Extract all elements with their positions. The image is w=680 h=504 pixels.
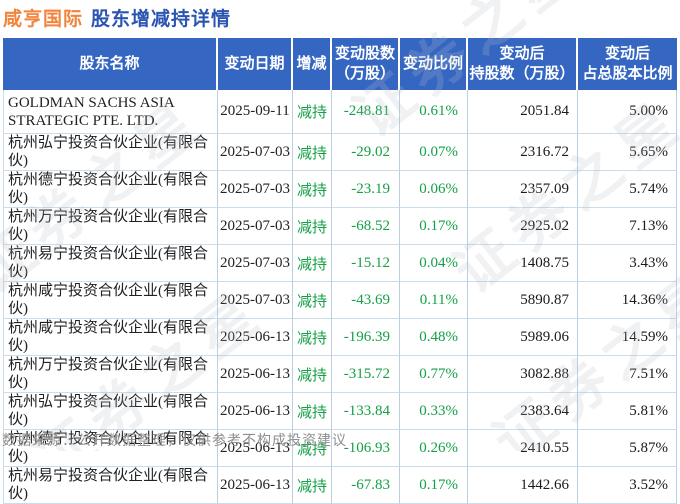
shareholder-name: 杭州万宁投资合伙企业(有限合伙) <box>3 208 218 245</box>
shareholder-name: 杭州万宁投资合伙企业(有限合伙) <box>3 356 218 393</box>
change-ratio: 0.04% <box>400 245 468 282</box>
change-ratio: 0.11% <box>400 282 468 319</box>
shares-after: 2383.64 <box>468 393 578 430</box>
table-row: 杭州咸宁投资合伙企业(有限合伙) 2025-06-13 减持 -196.39 0… <box>3 319 677 356</box>
table-row: 杭州弘宁投资合伙企业(有限合伙) 2025-06-13 减持 -133.84 0… <box>3 393 677 430</box>
shareholder-name: 杭州咸宁投资合伙企业(有限合伙) <box>3 282 218 319</box>
change-shares: -248.81 <box>332 90 400 134</box>
change-shares: -133.84 <box>332 393 400 430</box>
shares-after: 5890.87 <box>468 282 578 319</box>
change-shares: -43.69 <box>332 282 400 319</box>
change-date: 2025-07-03 <box>218 171 293 208</box>
pct-after: 3.43% <box>578 245 677 282</box>
change-date: 2025-07-03 <box>218 282 293 319</box>
col-header-change-date: 变动日期 <box>218 38 293 90</box>
table-row: 杭州万宁投资合伙企业(有限合伙) 2025-07-03 减持 -68.52 0.… <box>3 208 677 245</box>
shares-after: 2051.84 <box>468 90 578 134</box>
change-ratio: 0.17% <box>400 467 468 504</box>
table-row: 杭州万宁投资合伙企业(有限合伙) 2025-06-13 减持 -315.72 0… <box>3 356 677 393</box>
change-ratio: 0.48% <box>400 319 468 356</box>
change-shares: -196.39 <box>332 319 400 356</box>
pct-after: 5.81% <box>578 393 677 430</box>
table-row: 杭州弘宁投资合伙企业(有限合伙) 2025-07-03 减持 -29.02 0.… <box>3 134 677 171</box>
pct-after: 14.59% <box>578 319 677 356</box>
pct-after: 3.52% <box>578 467 677 504</box>
change-date: 2025-06-13 <box>218 467 293 504</box>
shares-after: 2357.09 <box>468 171 578 208</box>
change-ratio: 0.61% <box>400 90 468 134</box>
change-shares: -67.83 <box>332 467 400 504</box>
change-date: 2025-07-03 <box>218 134 293 171</box>
change-shares: -29.02 <box>332 134 400 171</box>
page-title-text: 股东增减持详情 <box>91 9 232 30</box>
table-row: GOLDMAN SACHS ASIA STRATEGIC PTE. LTD. 2… <box>3 90 677 134</box>
table-header: 股东名称 变动日期 增减 变动股数 （万股） 变动比例 变动后 持股数（万股） … <box>3 38 677 90</box>
change-ratio: 0.33% <box>400 393 468 430</box>
shareholder-name: 杭州易宁投资合伙企业(有限合伙) <box>3 245 218 282</box>
data-source-note: 数据来源：公开数据整理，仅供参考不构成投资建议 <box>2 432 347 448</box>
change-shares: -23.19 <box>332 171 400 208</box>
table-row: 杭州德宁投资合伙企业(有限合伙) 2025-07-03 减持 -23.19 0.… <box>3 171 677 208</box>
table-row: 杭州易宁投资合伙企业(有限合伙) 2025-07-03 减持 -15.12 0.… <box>3 245 677 282</box>
shares-after: 2410.55 <box>468 430 578 467</box>
pct-after: 5.65% <box>578 134 677 171</box>
pct-after: 7.51% <box>578 356 677 393</box>
change-date: 2025-09-11 <box>218 90 293 134</box>
col-header-shareholder-name: 股东名称 <box>3 38 218 90</box>
shareholder-name: GOLDMAN SACHS ASIA STRATEGIC PTE. LTD. <box>3 90 218 134</box>
shareholder-name: 杭州德宁投资合伙企业(有限合伙) <box>3 171 218 208</box>
shares-after: 3082.88 <box>468 356 578 393</box>
change-ratio: 0.07% <box>400 134 468 171</box>
shares-after: 5989.06 <box>468 319 578 356</box>
pct-after: 7.13% <box>578 208 677 245</box>
change-date: 2025-06-13 <box>218 319 293 356</box>
table-row: 杭州易宁投资合伙企业(有限合伙) 2025-06-13 减持 -67.83 0.… <box>3 467 677 504</box>
change-ratio: 0.77% <box>400 356 468 393</box>
change-ratio: 0.17% <box>400 208 468 245</box>
change-direction: 减持 <box>293 356 332 393</box>
change-date: 2025-07-03 <box>218 245 293 282</box>
change-date: 2025-07-03 <box>218 208 293 245</box>
change-direction: 减持 <box>293 393 332 430</box>
col-header-direction: 增减 <box>293 38 332 90</box>
change-direction: 减持 <box>293 208 332 245</box>
pct-after: 5.00% <box>578 90 677 134</box>
change-direction: 减持 <box>293 319 332 356</box>
stock-name: 咸亨国际 <box>3 9 84 30</box>
pct-after: 14.36% <box>578 282 677 319</box>
shareholder-name: 杭州咸宁投资合伙企业(有限合伙) <box>3 319 218 356</box>
change-direction: 减持 <box>293 90 332 134</box>
page-title: 咸亨国际 股东增减持详情 <box>3 4 231 31</box>
shareholder-name: 杭州易宁投资合伙企业(有限合伙) <box>3 467 218 504</box>
shareholder-name: 杭州弘宁投资合伙企业(有限合伙) <box>3 393 218 430</box>
col-header-shares-after: 变动后 持股数（万股） <box>468 38 578 90</box>
shares-after: 2316.72 <box>468 134 578 171</box>
change-direction: 减持 <box>293 171 332 208</box>
table-row: 杭州咸宁投资合伙企业(有限合伙) 2025-07-03 减持 -43.69 0.… <box>3 282 677 319</box>
change-shares: -68.52 <box>332 208 400 245</box>
change-shares: -315.72 <box>332 356 400 393</box>
col-header-pct-after: 变动后 占总股本比例 <box>578 38 677 90</box>
shares-after: 1442.66 <box>468 467 578 504</box>
shares-after: 2925.02 <box>468 208 578 245</box>
change-date: 2025-06-13 <box>218 393 293 430</box>
change-direction: 减持 <box>293 467 332 504</box>
change-ratio: 0.26% <box>400 430 468 467</box>
shareholder-name: 杭州弘宁投资合伙企业(有限合伙) <box>3 134 218 171</box>
change-direction: 减持 <box>293 245 332 282</box>
change-shares: -15.12 <box>332 245 400 282</box>
change-ratio: 0.06% <box>400 171 468 208</box>
change-direction: 减持 <box>293 282 332 319</box>
shares-after: 1408.75 <box>468 245 578 282</box>
col-header-change-shares: 变动股数 （万股） <box>332 38 400 90</box>
pct-after: 5.74% <box>578 171 677 208</box>
pct-after: 5.87% <box>578 430 677 467</box>
change-direction: 减持 <box>293 134 332 171</box>
change-date: 2025-06-13 <box>218 356 293 393</box>
col-header-change-ratio: 变动比例 <box>400 38 468 90</box>
